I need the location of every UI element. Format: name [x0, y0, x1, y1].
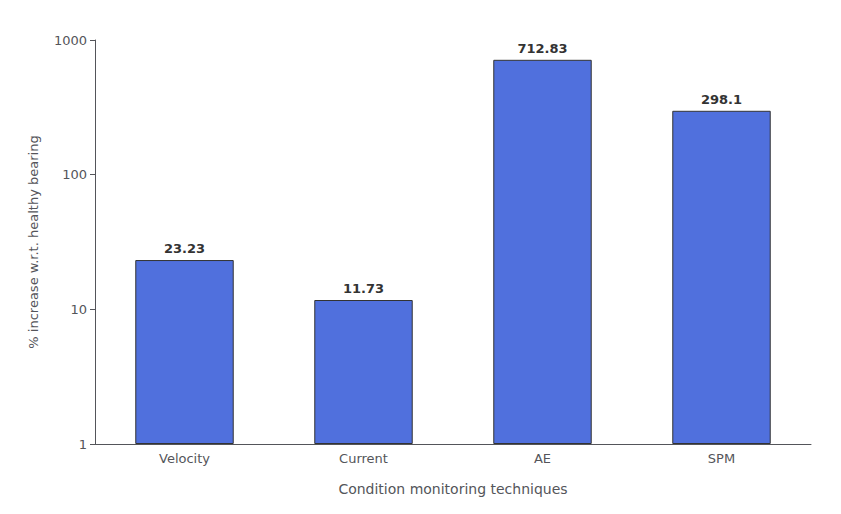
svg-text:AE: AE — [534, 451, 551, 466]
svg-text:100: 100 — [62, 167, 87, 182]
svg-text:1000: 1000 — [54, 33, 87, 48]
svg-text:Condition monitoring technique: Condition monitoring techniques — [338, 481, 567, 497]
svg-text:712.83: 712.83 — [517, 41, 567, 56]
svg-text:298.1: 298.1 — [701, 92, 742, 107]
svg-text:SPM: SPM — [708, 451, 735, 466]
svg-text:Velocity: Velocity — [159, 451, 210, 466]
svg-text:23.23: 23.23 — [164, 241, 205, 256]
svg-text:1: 1 — [79, 437, 87, 452]
svg-text:11.73: 11.73 — [343, 281, 384, 296]
svg-text:Current: Current — [339, 451, 388, 466]
svg-text:10: 10 — [70, 302, 87, 317]
svg-text:% increase w.r.t. healthy bear: % increase w.r.t. healthy bearing — [26, 135, 41, 348]
